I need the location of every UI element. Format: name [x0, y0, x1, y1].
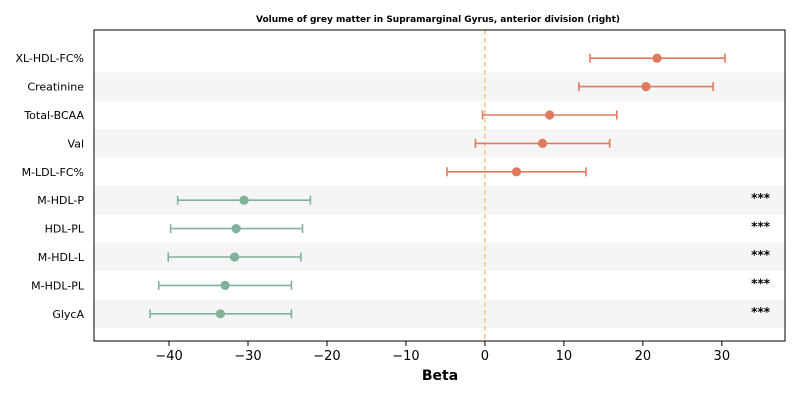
beta-point: [231, 224, 241, 234]
x-tick-label: 0: [481, 349, 489, 364]
y-tick-label: M-HDL-L: [38, 251, 85, 264]
beta-point: [641, 82, 651, 92]
y-tick-label: M-HDL-PL: [31, 279, 85, 292]
plot-frame: [93, 29, 786, 342]
x-tick-label: −30: [234, 349, 261, 364]
beta-point: [215, 309, 225, 319]
significance-labels: *** *** *** *** ***: [751, 191, 771, 319]
chart-title: Volume of grey matter in Supramarginal G…: [256, 15, 620, 25]
significance-mark: ***: [751, 276, 771, 290]
y-tick-label: XL-HDL-FC%: [15, 52, 84, 65]
x-tick-label: −10: [392, 349, 419, 364]
y-axis-labels: XL-HDL-FC% Creatinine Total-BCAA Val M-LDL-F…: [15, 52, 84, 321]
significance-mark: ***: [751, 248, 771, 262]
x-tick-label: 30: [714, 349, 731, 364]
y-tick-label: Creatinine: [27, 81, 84, 94]
x-tick-label: 10: [556, 349, 573, 364]
y-tick-label: Val: [68, 137, 84, 150]
y-tick-label: M-LDL-FC%: [22, 166, 84, 179]
beta-point: [652, 53, 662, 63]
y-tick-label: Total-BCAA: [23, 109, 84, 122]
beta-point: [239, 195, 249, 205]
y-tick-label: HDL-PL: [45, 223, 85, 236]
x-tick-label: −40: [155, 349, 182, 364]
x-tick-label: 20: [635, 349, 652, 364]
y-tick-label: M-HDL-P: [37, 194, 84, 207]
beta-points: [215, 53, 662, 319]
significance-mark: ***: [751, 191, 771, 205]
row-band: [94, 129, 785, 158]
x-axis: −40 −30 −20 −10 0 10 20 30: [155, 341, 730, 364]
beta-point: [545, 110, 555, 120]
significance-mark: ***: [751, 305, 771, 319]
beta-point: [220, 280, 230, 290]
x-tick-label: −20: [313, 349, 340, 364]
beta-point: [511, 167, 522, 177]
y-tick-label: GlycA: [52, 308, 84, 321]
significance-mark: ***: [751, 220, 771, 234]
x-axis-label: Beta: [422, 368, 458, 384]
beta-point: [229, 252, 240, 262]
beta-point: [537, 138, 548, 148]
